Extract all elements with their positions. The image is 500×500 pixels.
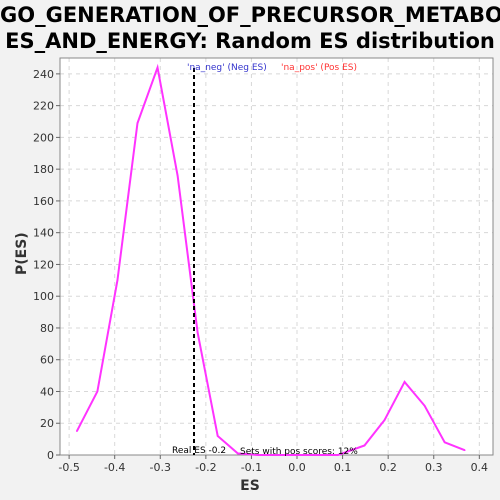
data-point (403, 381, 406, 383)
y-tick-label: 0 (47, 449, 54, 462)
legend-pos: 'na_pos' (Pos ES) (281, 63, 357, 73)
y-tick-label: 160 (33, 195, 54, 208)
y-tick-label: 100 (33, 290, 54, 303)
data-point (337, 454, 339, 456)
pos-scores-annotation: Sets with pos scores: 12% (240, 447, 358, 457)
y-tick-label: 220 (33, 100, 54, 113)
y-tick-label: 200 (33, 131, 54, 144)
plot-area (60, 58, 493, 455)
data-point (156, 66, 159, 69)
real-es-annotation: Real ES -0.2 (172, 446, 226, 456)
data-point (136, 122, 139, 124)
data-point (216, 435, 219, 437)
data-point (463, 449, 466, 452)
data-point (116, 279, 119, 282)
y-tick-label: 80 (40, 322, 54, 335)
chart-title-line-2: ES_AND_ENERGY: Random ES distribution (5, 29, 495, 53)
x-tick-label: -0.3 (150, 461, 171, 474)
x-tick-label: -0.4 (104, 461, 125, 474)
series-line (75, 63, 466, 456)
x-axis-label: ES (240, 478, 260, 494)
data-point (96, 390, 99, 393)
data-point (383, 419, 386, 421)
x-tick-label: -0.5 (58, 461, 79, 474)
y-tick-label: 120 (33, 258, 54, 271)
data-point (236, 452, 239, 455)
legend-neg: 'na_neg' (Neg ES) (187, 63, 267, 73)
x-tick-label: 0.1 (334, 461, 352, 474)
y-tick-label: 40 (40, 385, 54, 398)
data-point (277, 454, 279, 456)
x-tick-label: -0.2 (195, 461, 216, 474)
x-tick-label: 0.3 (425, 461, 443, 474)
data-point (317, 454, 319, 456)
data-point (196, 331, 199, 334)
data-point (257, 454, 259, 456)
x-tick-label: 0.4 (471, 461, 489, 474)
y-tick-label: 240 (33, 68, 54, 81)
data-point (423, 404, 426, 407)
x-tick-label: 0.0 (288, 461, 306, 474)
y-tick-label: 140 (33, 227, 54, 240)
y-tick-label: 180 (33, 163, 54, 176)
x-tick-label: 0.2 (379, 461, 397, 474)
chart-title: GO_GENERATION_OF_PRECURSOR_METABOLIT ES_… (0, 2, 500, 54)
data-point (443, 441, 446, 444)
chart-title-line-1: GO_GENERATION_OF_PRECURSOR_METABOLIT (0, 3, 500, 27)
x-tick-label: -0.1 (241, 461, 262, 474)
data-point (176, 174, 179, 177)
y-tick-label: 20 (40, 417, 54, 430)
data-point (297, 454, 299, 456)
data-point (76, 430, 78, 432)
y-tick-label: 60 (40, 354, 54, 367)
y-axis-label: P(ES) (14, 232, 30, 275)
data-point (363, 444, 366, 447)
